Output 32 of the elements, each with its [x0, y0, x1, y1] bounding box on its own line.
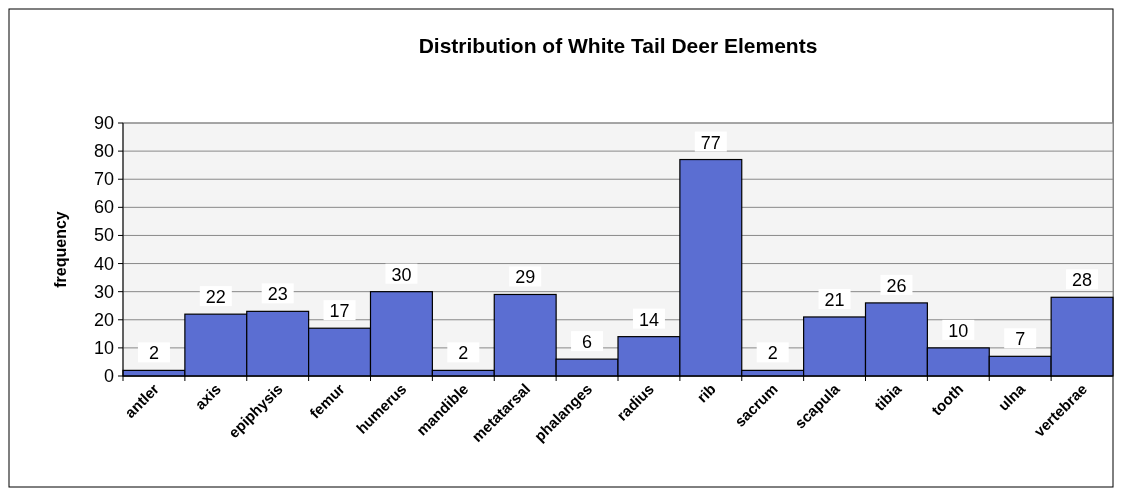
y-tick-label: 60	[93, 197, 114, 218]
data-label: 10	[948, 320, 969, 341]
y-tick-label: 20	[93, 309, 114, 330]
chart-title: Distribution of White Tail Deer Elements	[418, 34, 818, 57]
data-label: 21	[824, 289, 845, 310]
x-tick-label: tibia	[870, 379, 906, 414]
y-tick-label: 50	[93, 225, 114, 246]
x-tick-label: ulna	[994, 379, 1029, 414]
data-label: 29	[515, 267, 536, 288]
data-label: 14	[638, 309, 659, 330]
data-label: 28	[1072, 270, 1093, 291]
data-label: 6	[582, 332, 593, 353]
data-label: 77	[700, 132, 721, 153]
y-tick-label: 10	[93, 337, 114, 358]
data-label: 7	[1015, 329, 1026, 350]
y-tick-label: 80	[93, 141, 114, 162]
data-label: 23	[267, 284, 288, 305]
data-label: 26	[886, 275, 907, 296]
data-label: 17	[329, 301, 350, 322]
x-tick-label: rib	[693, 380, 719, 406]
data-label: 22	[205, 287, 226, 308]
data-label: 2	[767, 343, 778, 364]
y-axis-title: frequency	[52, 211, 69, 288]
y-tick-label: 90	[93, 113, 114, 133]
y-tick-label: 40	[93, 253, 114, 274]
data-label: 2	[148, 343, 159, 364]
data-label: 2	[458, 343, 469, 364]
x-tick-label: axis	[191, 380, 224, 413]
y-tick-label: 30	[93, 281, 114, 302]
y-tick-label: 70	[93, 169, 114, 190]
y-tick-label: 0	[103, 366, 114, 386]
data-label: 30	[391, 264, 412, 285]
